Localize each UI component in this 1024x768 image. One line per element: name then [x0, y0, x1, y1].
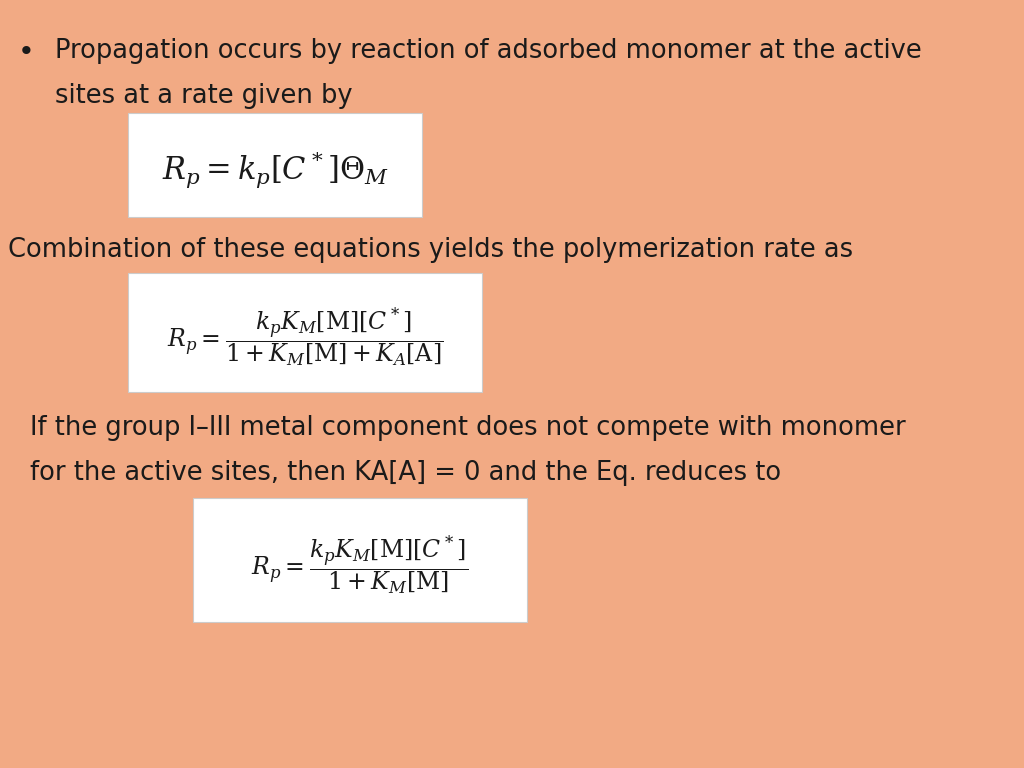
Text: $R_p = \dfrac{k_p K_M[\mathrm{M}][C^*]}{1 + K_M[\mathrm{M}]}$: $R_p = \dfrac{k_p K_M[\mathrm{M}][C^*]}{…	[252, 534, 469, 597]
Text: $R_p = \dfrac{k_p K_M[\mathrm{M}][C^*]}{1 + K_M[\mathrm{M}] + K_A[\mathrm{A}]}$: $R_p = \dfrac{k_p K_M[\mathrm{M}][C^*]}{…	[167, 306, 443, 369]
FancyBboxPatch shape	[128, 273, 482, 392]
Text: If the group I–III metal component does not compete with monomer: If the group I–III metal component does …	[30, 415, 906, 441]
Text: $R_p = k_p[C^*]\Theta_M$: $R_p = k_p[C^*]\Theta_M$	[162, 150, 388, 190]
FancyBboxPatch shape	[128, 113, 422, 217]
Text: for the active sites, then KA[A] = 0 and the Eq. reduces to: for the active sites, then KA[A] = 0 and…	[30, 460, 781, 486]
Text: •: •	[18, 38, 35, 66]
Text: sites at a rate given by: sites at a rate given by	[55, 83, 352, 109]
Text: Combination of these equations yields the polymerization rate as: Combination of these equations yields th…	[8, 237, 853, 263]
FancyBboxPatch shape	[193, 498, 527, 622]
Text: Propagation occurs by reaction of adsorbed monomer at the active: Propagation occurs by reaction of adsorb…	[55, 38, 922, 64]
